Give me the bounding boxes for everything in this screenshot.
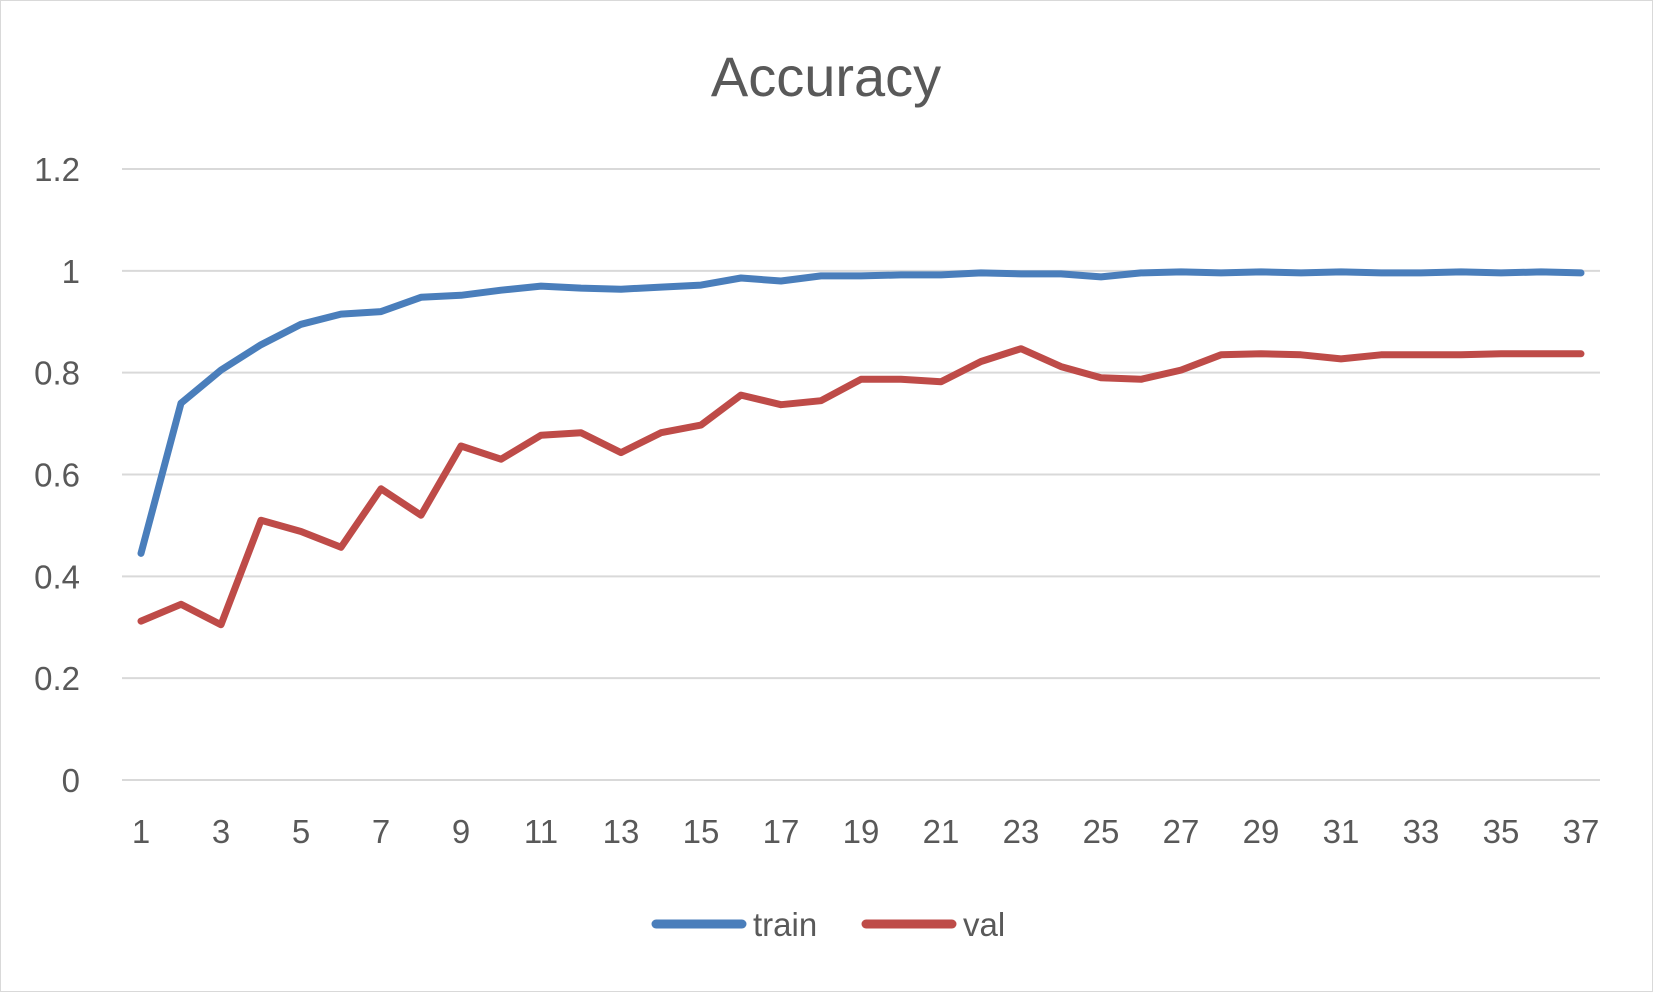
- x-tick-label: 23: [1003, 813, 1040, 850]
- x-tick-label: 27: [1163, 813, 1200, 850]
- x-tick-label: 19: [843, 813, 880, 850]
- x-tick-label: 15: [683, 813, 720, 850]
- chart-legend: train val: [651, 906, 1005, 943]
- legend-label-train: train: [753, 906, 817, 943]
- x-tick-label: 35: [1483, 813, 1520, 850]
- y-tick-label: 0.2: [34, 660, 80, 697]
- y-tick-label: 0.8: [34, 355, 80, 392]
- x-tick-label: 33: [1403, 813, 1440, 850]
- y-tick-label: 0.6: [34, 457, 80, 494]
- y-tick-label: 0.4: [34, 558, 80, 595]
- series-line-val: [137, 345, 1585, 629]
- x-tick-label: 1: [132, 813, 150, 850]
- y-tick-label: 1: [62, 253, 80, 290]
- x-axis-tick-labels: 1 3 5 7 9 11 13 15 17 19 21 23 25 27 29 31 33 35 37: [132, 813, 1600, 850]
- x-tick-label: 37: [1563, 813, 1600, 850]
- legend-label-val: val: [963, 906, 1005, 943]
- y-axis-tick-labels: 0 0.2 0.4 0.6 0.8 1 1.2: [34, 151, 80, 799]
- gridlines: [122, 168, 1600, 781]
- x-tick-label: 11: [524, 813, 558, 850]
- x-tick-label: 7: [372, 813, 390, 850]
- x-tick-label: 13: [603, 813, 640, 850]
- data-series: [137, 268, 1585, 629]
- x-tick-label: 17: [763, 813, 800, 850]
- chart-title: Accuracy: [711, 45, 941, 108]
- x-tick-label: 9: [452, 813, 470, 850]
- y-tick-label: 0: [62, 762, 80, 799]
- x-tick-label: 5: [292, 813, 310, 850]
- x-tick-label: 25: [1083, 813, 1120, 850]
- x-tick-label: 3: [212, 813, 230, 850]
- y-tick-label: 1.2: [34, 151, 80, 188]
- x-tick-label: 21: [923, 813, 960, 850]
- x-tick-label: 29: [1243, 813, 1280, 850]
- x-tick-label: 31: [1323, 813, 1360, 850]
- series-line-train: [137, 268, 1585, 557]
